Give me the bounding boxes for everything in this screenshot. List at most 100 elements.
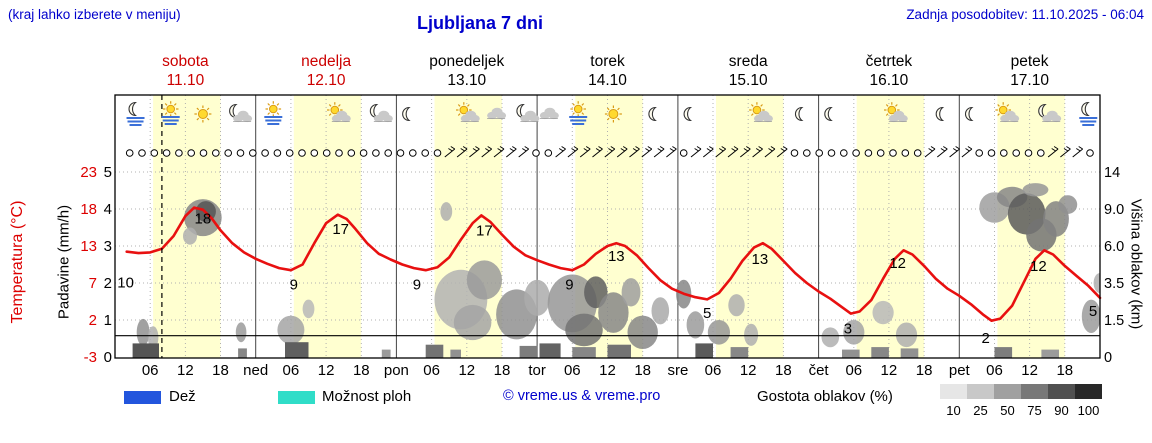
moon-cloud-icon	[369, 103, 393, 123]
cloud-cover-symbol	[409, 149, 417, 157]
moon-icon	[824, 106, 833, 122]
svg-text:12: 12	[1021, 362, 1038, 379]
svg-text:3: 3	[844, 321, 852, 338]
svg-text:5: 5	[104, 164, 112, 181]
fog-sun-icon	[161, 101, 180, 125]
svg-text:2: 2	[89, 312, 97, 329]
sun-icon	[604, 105, 622, 123]
cloud-cover-symbol	[175, 149, 183, 157]
cloud-cover-symbol	[125, 149, 134, 157]
showers-legend-swatch	[278, 391, 315, 404]
svg-text:18: 18	[212, 362, 229, 379]
cloud-cover-symbol	[815, 149, 824, 157]
svg-text:18: 18	[634, 362, 651, 379]
svg-text:06: 06	[423, 362, 440, 379]
density-step-value: 25	[973, 403, 988, 418]
svg-text:12: 12	[881, 362, 898, 379]
svg-text:17: 17	[332, 221, 349, 238]
sun-cloud-icon	[327, 102, 351, 123]
svg-text:13: 13	[752, 251, 769, 268]
cloud-cover-symbol	[335, 149, 343, 157]
temperature-point-labels: 10 18 9 17 9 17 9 13 5 13 3 12 2 12 5	[117, 210, 1097, 346]
svg-text:06: 06	[986, 362, 1003, 379]
cloud-cover-symbol	[433, 149, 442, 157]
fog-moon-icon	[1079, 101, 1098, 126]
cloud-cover-symbol	[1086, 149, 1094, 157]
svg-text:5: 5	[1089, 303, 1097, 320]
cloud-icon	[487, 107, 507, 120]
cloud-cover-symbol	[261, 149, 269, 157]
svg-text:12: 12	[177, 362, 194, 379]
day-date: 15.10	[729, 72, 768, 89]
day-name: četrtek	[866, 53, 913, 70]
copyright-link[interactable]: © vreme.us & vreme.pro	[503, 388, 661, 404]
fog-sun-icon	[264, 101, 283, 125]
plot-frame	[114, 94, 1101, 359]
sun-cloud-icon	[995, 102, 1020, 123]
cloud-cover-symbol	[901, 149, 910, 157]
cloud-cover-symbol	[359, 149, 368, 157]
svg-text:9: 9	[413, 276, 421, 293]
svg-text:čet: čet	[809, 362, 830, 379]
cloud-cover-symbol	[150, 149, 159, 157]
cloud-cover-symbol	[310, 149, 319, 157]
cloud-cover-symbol	[803, 149, 811, 157]
density-step	[1075, 384, 1102, 399]
cloud-cover-symbol	[864, 149, 873, 157]
time-axis-labels: 06 12 18 ned 06 12 18 pon 06 12 18 tor 06 12 18 sre 06 12…	[142, 362, 1073, 379]
cloud-cover-symbol	[975, 149, 984, 157]
cloud-cover-symbol	[987, 149, 996, 157]
cloud-cover-symbol	[532, 149, 540, 157]
day-name: sobota	[162, 53, 209, 70]
svg-text:2: 2	[104, 275, 112, 292]
day-date: 13.10	[447, 72, 486, 89]
svg-text:3.5: 3.5	[1104, 276, 1124, 292]
svg-text:10: 10	[117, 274, 134, 291]
moon-icon	[964, 106, 974, 122]
svg-text:5: 5	[703, 305, 711, 322]
svg-text:18: 18	[775, 362, 792, 379]
cloud-cover-symbol	[138, 149, 146, 157]
svg-text:06: 06	[564, 362, 581, 379]
moon-icon	[683, 106, 693, 122]
fog-moon-icon	[126, 101, 145, 126]
svg-text:18: 18	[916, 362, 933, 379]
cloud-cover-symbol	[199, 149, 208, 157]
density-step-value: 75	[1027, 403, 1042, 418]
cloud-cover-symbol	[162, 149, 171, 157]
cloud-cover-symbol	[827, 149, 836, 157]
svg-text:13: 13	[608, 248, 625, 265]
density-step	[994, 384, 1021, 399]
cloud-cover-symbol	[852, 149, 860, 157]
density-step	[1048, 384, 1075, 399]
sun-cloud-icon	[456, 102, 480, 123]
cloud-symbol-row	[125, 146, 1094, 158]
day-date: 16.10	[870, 72, 909, 89]
cloud-cover-symbol	[790, 149, 799, 157]
svg-text:ned: ned	[243, 362, 268, 379]
svg-text:06: 06	[142, 362, 159, 379]
svg-text:sre: sre	[667, 362, 688, 379]
cloud-cover-symbol	[1000, 149, 1008, 157]
svg-text:13: 13	[80, 238, 97, 255]
day-name: torek	[590, 53, 625, 70]
svg-text:9: 9	[565, 276, 573, 293]
cloud-cover-symbol	[212, 149, 220, 157]
svg-text:12: 12	[458, 362, 475, 379]
density-step	[967, 384, 994, 399]
moon-cloud-icon	[1038, 103, 1062, 123]
svg-text:18: 18	[80, 201, 97, 218]
moon-cloud-icon	[229, 103, 253, 123]
cloud-density-scale: 10 25 50 75 90 100	[940, 384, 1102, 420]
svg-text:9: 9	[290, 276, 298, 293]
last-update: Zadnja posodobitev: 11.10.2025 - 06:04	[906, 7, 1144, 22]
sun-cloud-icon	[884, 102, 908, 123]
density-step-value: 50	[1000, 403, 1015, 418]
density-step	[1021, 384, 1048, 399]
day-headers: sobota 11.10 nedelja 12.10 ponedeljek 13.10 to…	[162, 53, 1049, 89]
cloud-cover-symbol	[285, 149, 294, 157]
cloud-cover-symbol	[840, 149, 848, 157]
cloud-cover-symbol	[876, 149, 885, 157]
